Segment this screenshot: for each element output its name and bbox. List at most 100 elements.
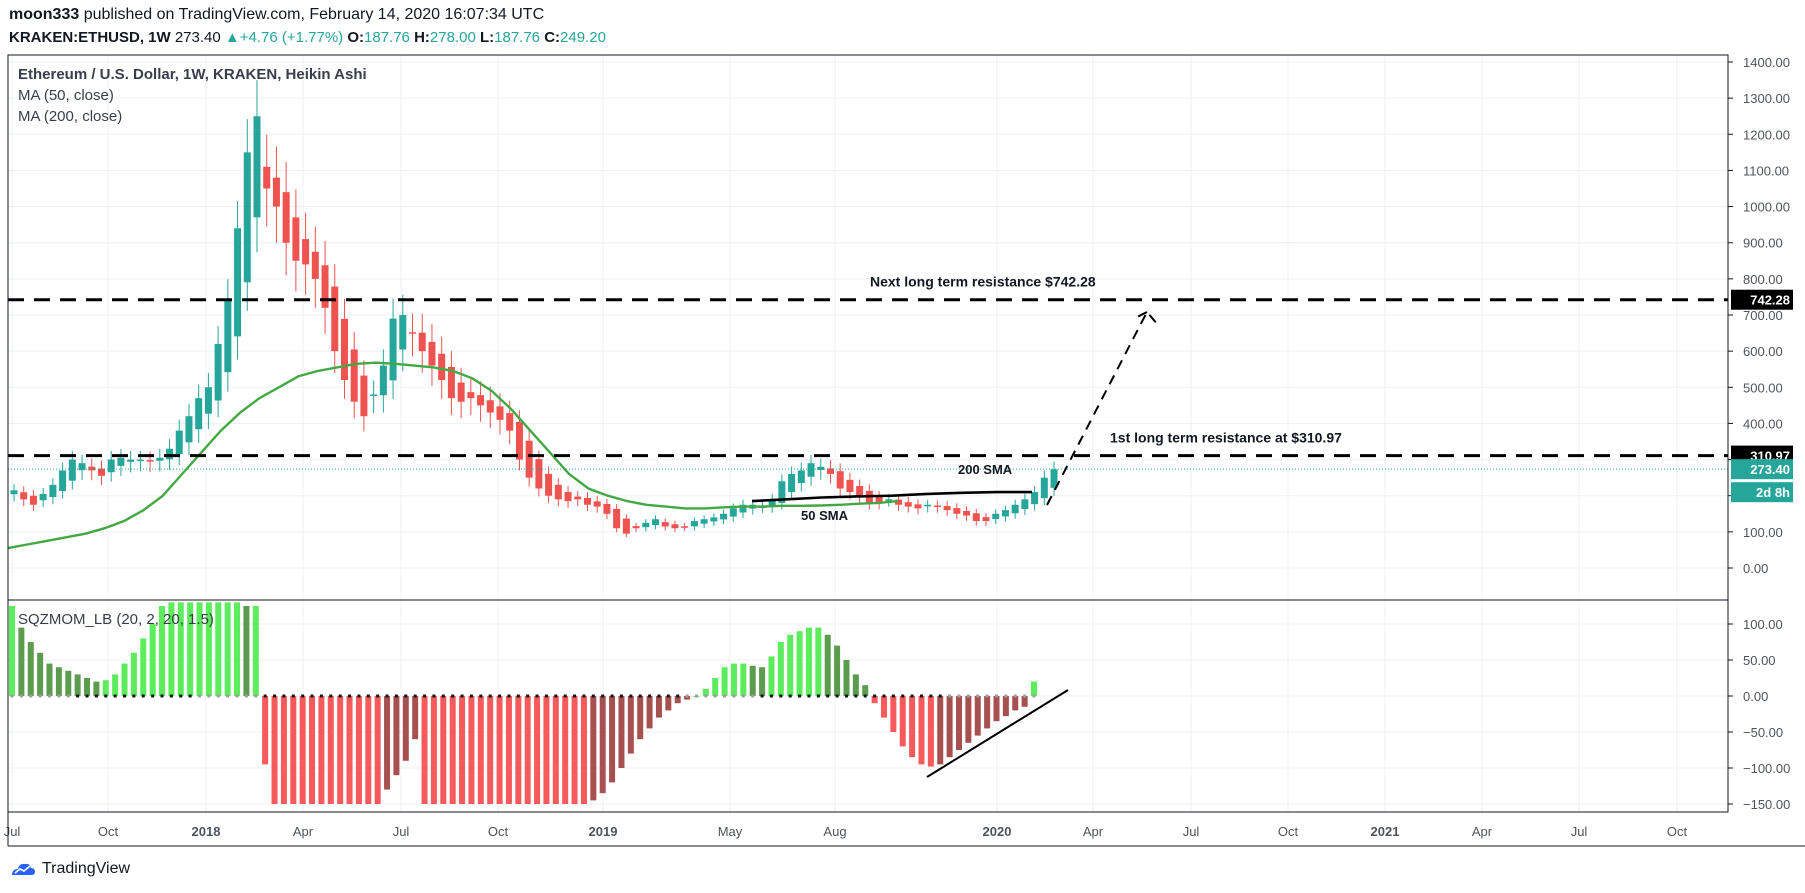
momentum-bar [449,696,456,804]
last-price: 273.40 [174,29,221,46]
candle-body [360,375,368,417]
momentum-bar [187,602,194,696]
candle-body [399,315,407,350]
momentum-bar [121,663,128,696]
candle-body [166,448,174,460]
momentum-tick-label: 50.00 [1743,653,1776,668]
squeeze-dot [723,694,727,698]
momentum-bar [955,696,962,750]
candle-body [418,332,426,352]
candle-body [583,497,591,505]
momentum-bar [290,696,297,804]
momentum-bar [55,667,62,696]
squeeze-dot [169,694,173,698]
squeeze-dot [507,694,511,698]
candle-body [127,459,135,462]
momentum-bar [149,624,156,696]
candle-body [1040,477,1048,499]
ma200-legend[interactable]: MA (200, close) [18,108,123,125]
candle-body [515,421,523,460]
momentum-bar [496,696,503,804]
candle-body [88,466,96,471]
candle-body [447,366,455,399]
candle-body [477,395,485,406]
squeeze-dot [85,694,89,698]
candle-body [895,499,903,505]
time-tick-label: 2020 [983,824,1012,839]
squeeze-dot [132,694,136,698]
momentum-bar [177,602,184,696]
momentum-bar [477,696,484,804]
squeeze-dot [976,694,980,698]
squeeze-dot [244,694,248,698]
momentum-bar [384,696,391,790]
candle-body [234,228,242,337]
squeeze-dot [816,694,820,698]
momentum-bar [787,634,794,696]
momentum-bar [674,696,681,704]
momentum-bar [890,696,897,732]
momentum-bar [234,602,241,696]
candle-body [467,392,475,399]
momentum-bar [459,696,466,804]
price-tick-label: 400.00 [1743,416,1783,431]
squeeze-dot [488,694,492,698]
momentum-bar [899,696,906,747]
candle-body [20,492,28,500]
momentum-bar [655,696,662,718]
squeeze-momentum-legend[interactable]: SQZMOM_LB (20, 2, 20, 1.5) [18,611,214,628]
squeeze-dot [788,694,792,698]
momentum-bar [18,627,25,696]
squeeze-dot [57,694,61,698]
momentum-bar [927,696,934,767]
squeeze-dot [835,694,839,698]
momentum-bar [393,696,400,776]
candle-body [797,470,805,484]
momentum-bar [862,685,869,696]
open-value: 187.76 [364,29,410,46]
price-change: +4.76 (+1.77%) [239,29,344,46]
momentum-bar [337,696,344,804]
squeeze-dot [207,694,211,698]
momentum-bar [365,696,372,804]
candle-body [817,466,825,470]
candle-body [321,265,329,308]
candle-body [535,459,543,489]
squeeze-dot [610,694,614,698]
tradingview-logo[interactable]: TradingView [10,860,130,878]
squeeze-dot [104,694,108,698]
candle-body [720,513,728,520]
squeeze-dot [451,694,455,698]
momentum-tick-label: 100.00 [1743,617,1783,632]
momentum-bar [984,696,991,729]
momentum-bar [355,696,362,804]
ma50-legend[interactable]: MA (50, close) [18,87,114,104]
momentum-bar [346,696,353,804]
candle-body [292,217,300,261]
candle-body [904,502,912,507]
symbol-label[interactable]: KRAKEN:ETHUSD, 1W [9,29,171,46]
squeeze-dot [704,694,708,698]
squeeze-dot [282,694,286,698]
time-tick-label: Oct [98,824,119,839]
momentum-bar [627,696,634,754]
candle-body [506,413,514,431]
squeeze-dot [348,694,352,698]
candle-body [525,440,533,478]
ohlc-bar: KRAKEN:ETHUSD, 1W 273.40 ▲+4.76 (+1.77%)… [9,29,606,46]
momentum-bar [84,678,91,696]
squeeze-dot [263,694,267,698]
squeeze-dot [19,694,23,698]
author-name[interactable]: moon333 [9,6,80,23]
momentum-bar [299,696,306,804]
close-label: C: [544,29,561,46]
candle-body [885,499,893,501]
squeeze-dot [160,694,164,698]
open-label: O: [347,29,365,46]
change-arrow-icon: ▲ [224,29,240,46]
momentum-bar [74,674,81,696]
momentum-bar [243,606,250,696]
momentum-bar [65,670,72,696]
brand-name: TradingView [42,860,131,877]
